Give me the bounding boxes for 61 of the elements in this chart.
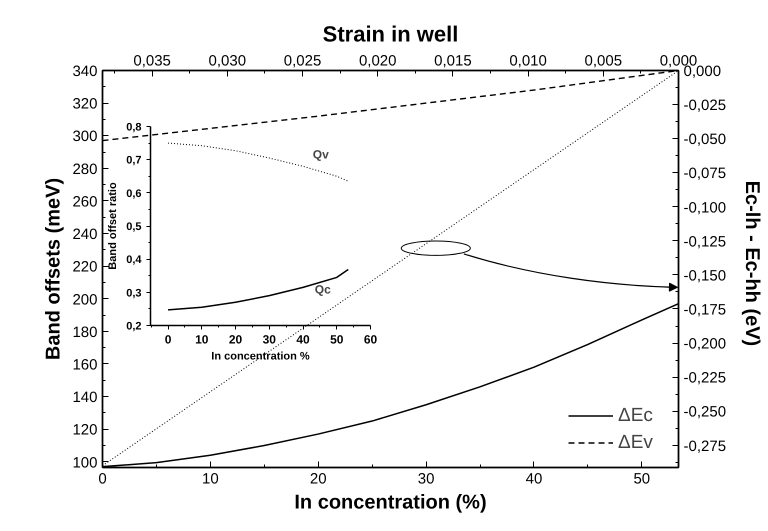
y2-tick-label: -0,225 xyxy=(684,370,726,387)
y-tick-label: 340 xyxy=(72,63,98,80)
y2-tick-label: -0,150 xyxy=(684,267,726,284)
annotation: Qv xyxy=(312,147,330,162)
x-tick-label: 0 xyxy=(98,470,107,488)
x-tick-label: 40 xyxy=(296,332,310,346)
x2-tick-label: 0,010 xyxy=(509,52,547,70)
x-tick-label: 30 xyxy=(418,470,434,488)
y2-tick-label: -0,025 xyxy=(684,97,726,114)
x2-tick-label: 0,015 xyxy=(434,52,472,70)
x-tick-label: 30 xyxy=(262,332,276,346)
y-tick-label: 260 xyxy=(72,193,98,210)
y2-tick-label: -0,250 xyxy=(684,404,726,421)
y-tick-label: 320 xyxy=(72,96,98,113)
y-tick-label: 0,2 xyxy=(126,320,142,332)
x-tick-label: 20 xyxy=(228,332,243,346)
x2-tick-label: 0,030 xyxy=(208,52,246,70)
y-axis-title: Band offset ratio xyxy=(107,182,120,270)
y2-tick-label: -0,175 xyxy=(684,302,726,318)
x2-tick-label: 0,005 xyxy=(584,52,622,70)
y-tick-label: 160 xyxy=(72,356,98,374)
y-tick-label: 100 xyxy=(72,454,98,472)
y2-tick-label: -0,050 xyxy=(684,131,726,148)
x-tick-label: 10 xyxy=(202,470,219,488)
y-tick-label: 0,8 xyxy=(126,122,142,134)
y-tick-label: 140 xyxy=(72,389,98,406)
x-tick-label: 50 xyxy=(633,470,650,488)
y2-tick-label: -0,275 xyxy=(684,438,726,455)
y2-axis-title: Ec-lh - Ec-hh (eV) xyxy=(741,180,764,346)
y-tick-label: 0,4 xyxy=(126,254,142,266)
y2-tick-label: -0,200 xyxy=(684,336,726,353)
y-tick-label: 280 xyxy=(72,160,98,178)
x-tick-label: 20 xyxy=(310,470,327,488)
y-tick-label: 0,7 xyxy=(126,154,142,167)
y-tick-label: 0,5 xyxy=(126,221,142,233)
y-tick-label: 120 xyxy=(72,422,98,439)
y-tick-label: 0,6 xyxy=(126,188,142,200)
x-axis-title: In concentration % xyxy=(211,350,310,362)
x-tick-label: 60 xyxy=(364,332,378,346)
y-tick-label: 0,3 xyxy=(126,287,142,300)
x-axis-title: In concentration (%) xyxy=(294,492,487,514)
y2-tick-label: -0,100 xyxy=(684,199,726,216)
x-tick-label: 10 xyxy=(195,332,209,346)
y2-tick-label: -0,075 xyxy=(684,165,726,182)
x-tick-label: 50 xyxy=(330,332,344,346)
legend-label: ΔEc xyxy=(618,404,653,427)
y-axis-title: Band offsets (meV) xyxy=(42,178,64,360)
x2-tick-label: 0,020 xyxy=(358,52,396,70)
x2-axis-title: Strain in well xyxy=(322,22,458,46)
annotation: Qc xyxy=(314,282,332,296)
y-tick-label: 200 xyxy=(72,291,98,308)
y-tick-label: 220 xyxy=(72,258,98,276)
y-tick-label: 300 xyxy=(72,128,98,146)
y2-tick-label: -0,125 xyxy=(684,233,726,250)
x-tick-label: 0 xyxy=(164,332,172,346)
x-tick-label: 40 xyxy=(526,470,542,488)
y-tick-label: 240 xyxy=(72,226,98,244)
x2-tick-label: 0,025 xyxy=(284,52,322,70)
legend-label: ΔEv xyxy=(618,431,653,454)
x2-tick-label: 0,035 xyxy=(133,52,171,70)
y-tick-label: 180 xyxy=(72,324,98,341)
